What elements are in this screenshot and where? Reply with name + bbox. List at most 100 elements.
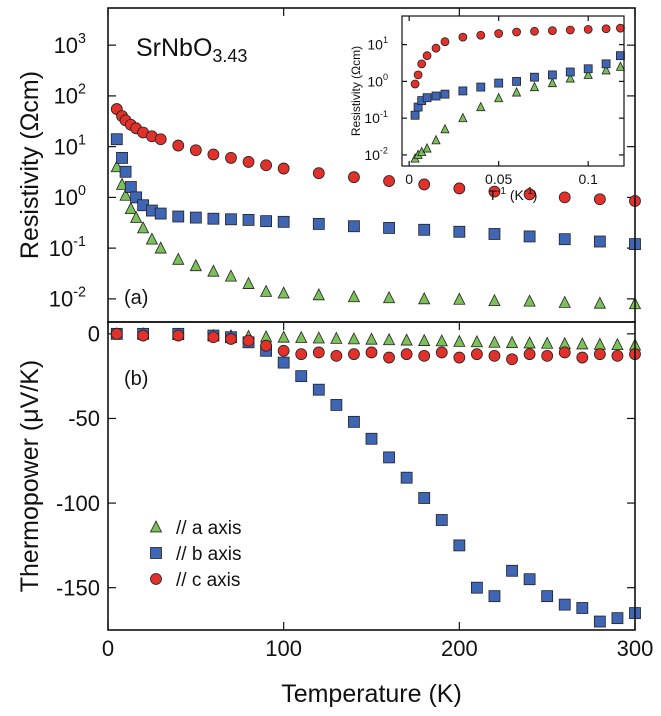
x-axis-label: Temperature (K) (281, 680, 462, 708)
data-point (116, 152, 128, 164)
superscript: -1 (380, 109, 388, 119)
data-point (400, 333, 413, 346)
data-point (348, 220, 360, 233)
legend-label: // b axis (176, 544, 241, 565)
data-point (418, 492, 431, 504)
data-point (458, 32, 468, 42)
data-point (488, 349, 501, 362)
superscript: 1 (383, 35, 388, 45)
y-tick-label: 100 (367, 72, 388, 89)
y-tick-label: 101 (367, 35, 388, 52)
x-tick-label: 0.05 (485, 171, 512, 187)
data-point (523, 188, 536, 201)
panel-label: (a) (124, 287, 148, 309)
data-point (312, 288, 325, 301)
y-tick-label: -150 (56, 575, 100, 600)
data-point (541, 590, 554, 603)
data-point (418, 223, 431, 236)
data-point (422, 142, 432, 153)
panel-label: (b) (124, 368, 148, 390)
label-part: (K (506, 187, 525, 203)
data-point (616, 23, 625, 33)
data-point (172, 252, 185, 265)
data-point (365, 346, 378, 359)
data-point (453, 539, 466, 552)
data-point (601, 59, 611, 69)
formula-subscript: 3.43 (212, 46, 247, 66)
data-point (558, 346, 571, 359)
data-point (207, 148, 220, 161)
x-tick-label: 0 (102, 636, 114, 661)
y-tick-label: 100 (54, 183, 86, 210)
data-point (547, 26, 557, 36)
data-point (440, 89, 450, 99)
data-point (470, 348, 483, 361)
data-point (260, 159, 273, 172)
data-point (488, 185, 501, 198)
data-point (558, 233, 571, 246)
data-point (601, 24, 611, 34)
superscript: -1 (73, 234, 86, 250)
data-point (494, 92, 504, 103)
data-point (418, 178, 431, 191)
data-point (440, 37, 450, 47)
data-point (431, 43, 441, 53)
data-point (145, 232, 159, 245)
data-point (119, 188, 132, 201)
y-tick-label: 103 (54, 31, 86, 58)
data-point (453, 351, 466, 364)
data-point (576, 351, 589, 364)
data-point (295, 330, 308, 343)
data-point (154, 241, 167, 254)
data-point (453, 334, 466, 347)
data-point (410, 110, 420, 120)
data-point (225, 152, 237, 164)
data-point (530, 26, 539, 36)
data-point (417, 59, 427, 69)
data-point (565, 72, 575, 83)
data-point (383, 351, 395, 364)
label-part: ) (533, 187, 538, 203)
data-point (312, 167, 325, 180)
plot-frame (107, 321, 636, 631)
y-tick-base: 10 (367, 73, 383, 89)
data-point (488, 228, 501, 240)
data-point (593, 337, 607, 350)
data-point (494, 78, 504, 88)
data-point (400, 348, 413, 361)
data-point (110, 133, 123, 146)
data-point (259, 284, 273, 297)
data-point (330, 399, 343, 411)
data-point (260, 215, 273, 228)
data-point (172, 210, 185, 223)
data-point (453, 225, 466, 238)
data-point (136, 221, 150, 234)
data-point (593, 348, 606, 361)
data-point (312, 383, 325, 396)
data-point (413, 70, 423, 80)
data-point (488, 335, 501, 348)
data-point (383, 175, 395, 187)
superscript: -1 (497, 186, 506, 197)
x-tick-label: 100 (265, 636, 302, 661)
data-point (312, 346, 325, 359)
data-point (435, 346, 448, 359)
data-point (365, 432, 378, 445)
y-tick-base: 10 (49, 287, 73, 312)
data-point (565, 25, 575, 35)
data-point (506, 564, 518, 577)
data-point (189, 144, 202, 157)
data-point (277, 344, 290, 357)
data-point (382, 290, 396, 304)
data-point (488, 293, 501, 307)
y-tick-base: 10 (49, 236, 73, 261)
data-point (470, 581, 483, 594)
data-point (382, 332, 396, 346)
data-point (242, 334, 255, 347)
data-point (207, 331, 220, 344)
data-point (583, 24, 593, 34)
data-point (124, 181, 137, 193)
data-point (435, 334, 448, 347)
data-point (593, 296, 607, 309)
y-tick-label: -50 (68, 406, 100, 431)
